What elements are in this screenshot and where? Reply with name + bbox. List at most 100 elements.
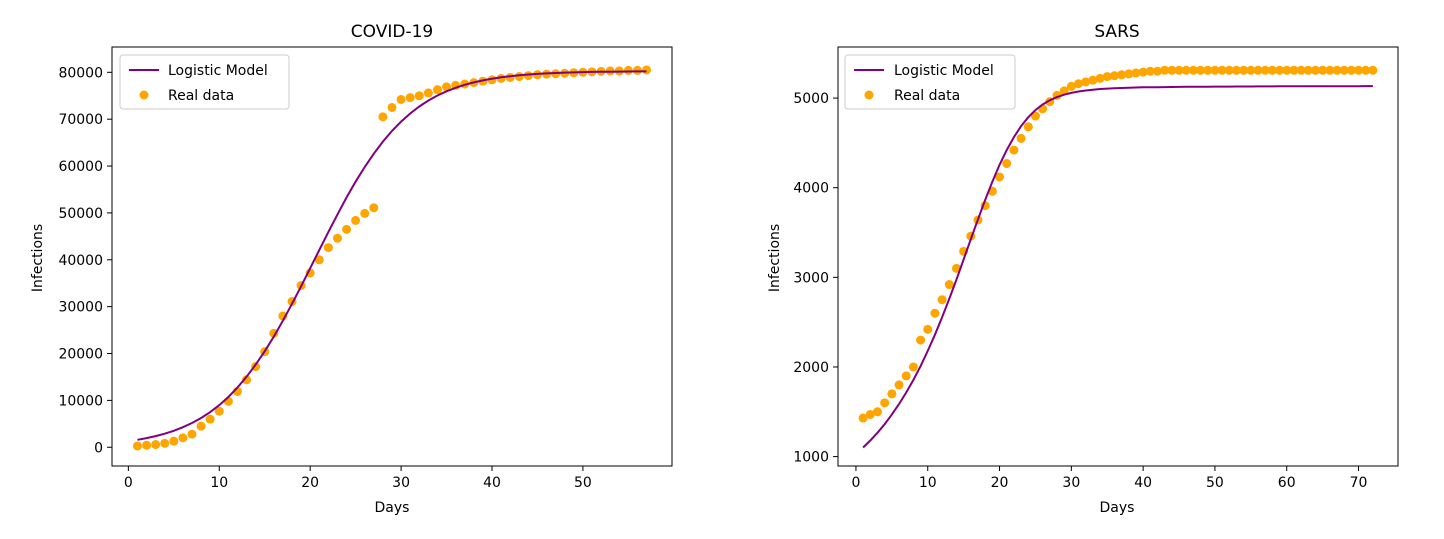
data-point (1246, 65, 1256, 75)
data-point (369, 203, 379, 213)
legend-box (844, 54, 1016, 110)
axes-frame (837, 46, 1399, 467)
y-ticks: 1000 2000 3000 4000 5000 (793, 91, 838, 466)
x-ticks: 0 10 20 30 40 50 60 70 (851, 466, 1367, 491)
chart-covid-19: COVID-19 Days Infections 0 10 20 30 40 50 0 10… (30, 22, 673, 516)
data-point (1196, 65, 1206, 75)
data-point (1260, 65, 1270, 75)
data-point (1346, 65, 1356, 75)
x-tick-label: 10 (919, 475, 937, 491)
chart-title: SARS (1094, 22, 1139, 42)
data-point (196, 421, 206, 431)
data-point (1361, 65, 1371, 75)
data-point (930, 308, 940, 318)
y-tick-label: 10000 (58, 393, 103, 409)
x-tick-label: 20 (301, 475, 319, 491)
y-tick-label: 3000 (793, 270, 829, 286)
data-point (1296, 65, 1306, 75)
data-point (378, 112, 388, 122)
data-point (214, 406, 224, 416)
legend: Logistic Model Real data (844, 54, 1016, 110)
x-tick-label: 30 (1062, 475, 1080, 491)
data-point (642, 65, 652, 75)
data-point (908, 362, 918, 372)
data-point (1152, 66, 1162, 76)
data-point (1138, 67, 1148, 77)
data-point (894, 380, 904, 390)
legend-label-logistic-model: Logistic Model (168, 63, 268, 79)
y-axis-title: Infections (30, 224, 46, 292)
y-tick-label: 60000 (58, 159, 103, 175)
data-point (1275, 65, 1285, 75)
x-tick-label: 50 (1206, 475, 1224, 491)
legend: Logistic Model Real data (119, 54, 290, 110)
data-point (937, 295, 947, 305)
data-point (901, 371, 911, 381)
logistic-model-line (137, 70, 647, 441)
data-point (1145, 66, 1155, 76)
data-point (923, 324, 933, 334)
data-point (387, 102, 397, 112)
y-tick-label: 0 (94, 440, 103, 456)
x-axis-title: Days (375, 500, 410, 516)
data-point (1181, 65, 1191, 75)
data-point (396, 94, 406, 104)
data-point (1339, 65, 1349, 75)
data-point (1188, 65, 1198, 75)
data-point (1016, 133, 1026, 143)
data-point (1231, 65, 1241, 75)
data-point (1023, 122, 1033, 132)
chart-title: COVID-19 (351, 22, 433, 42)
data-point (142, 440, 152, 450)
data-point (1217, 65, 1227, 75)
legend-label-real-data: Real data (894, 88, 960, 104)
data-point (178, 433, 188, 443)
data-point (995, 172, 1005, 182)
y-tick-label: 1000 (793, 450, 829, 466)
data-point (1088, 75, 1098, 85)
y-tick-label: 20000 (58, 347, 103, 363)
data-point (242, 375, 252, 385)
data-point (944, 280, 954, 290)
chart-sars: SARS Days Infections 0 10 20 30 40 50 60 70 100… (767, 22, 1399, 516)
x-tick-label: 30 (392, 475, 410, 491)
data-point (314, 255, 324, 265)
data-point (1102, 72, 1112, 82)
legend-marker-swatch (139, 90, 149, 100)
data-point (880, 398, 890, 408)
x-tick-label: 60 (1278, 475, 1296, 491)
data-point (414, 91, 424, 101)
y-tick-label: 30000 (58, 300, 103, 316)
data-point (332, 233, 342, 243)
y-tick-label: 50000 (58, 206, 103, 222)
x-tick-label: 20 (991, 475, 1009, 491)
data-point (1332, 65, 1342, 75)
data-point (858, 413, 868, 423)
data-point (1002, 159, 1012, 169)
data-point (865, 409, 875, 419)
data-point (160, 438, 170, 448)
data-point (1124, 69, 1134, 79)
x-tick-label: 40 (1134, 475, 1152, 491)
data-point (169, 436, 179, 446)
data-point (1354, 65, 1364, 75)
data-point (1203, 65, 1213, 75)
data-point (887, 389, 897, 399)
data-point (1009, 145, 1019, 155)
plot-area (132, 65, 652, 451)
data-point (342, 224, 352, 234)
data-point (872, 407, 882, 417)
y-tick-label: 4000 (793, 181, 829, 197)
x-tick-label: 0 (851, 475, 860, 491)
logistic-model-line (862, 85, 1373, 449)
legend-marker-swatch (864, 90, 874, 100)
data-point (1066, 81, 1076, 91)
legend-box (119, 54, 290, 110)
x-tick-label: 40 (483, 475, 501, 491)
legend-label-real-data: Real data (168, 88, 234, 104)
x-tick-label: 50 (574, 475, 592, 491)
data-point (623, 65, 633, 75)
data-point (1109, 71, 1119, 81)
data-point (360, 208, 370, 218)
